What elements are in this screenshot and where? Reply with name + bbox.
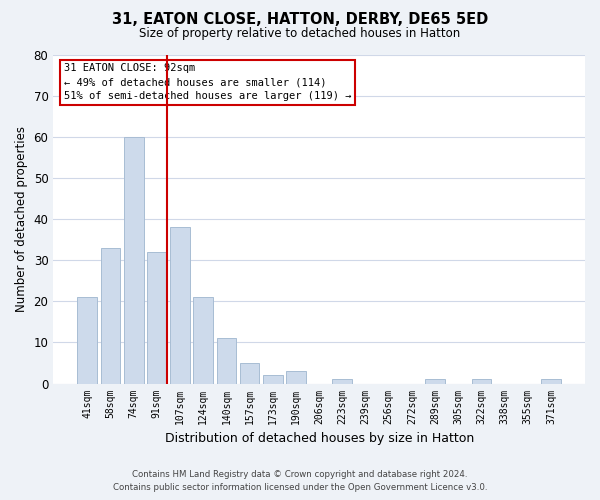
Bar <box>425 380 445 384</box>
Text: 31, EATON CLOSE, HATTON, DERBY, DE65 5ED: 31, EATON CLOSE, HATTON, DERBY, DE65 5ED <box>112 12 488 28</box>
Bar <box>124 137 143 384</box>
Bar <box>240 363 259 384</box>
Text: Size of property relative to detached houses in Hatton: Size of property relative to detached ho… <box>139 28 461 40</box>
Text: 31 EATON CLOSE: 92sqm
← 49% of detached houses are smaller (114)
51% of semi-det: 31 EATON CLOSE: 92sqm ← 49% of detached … <box>64 63 352 101</box>
Bar <box>263 376 283 384</box>
Bar <box>170 228 190 384</box>
Bar <box>77 298 97 384</box>
X-axis label: Distribution of detached houses by size in Hatton: Distribution of detached houses by size … <box>164 432 474 445</box>
Bar <box>217 338 236 384</box>
Y-axis label: Number of detached properties: Number of detached properties <box>15 126 28 312</box>
Bar <box>286 371 306 384</box>
Text: Contains HM Land Registry data © Crown copyright and database right 2024.
Contai: Contains HM Land Registry data © Crown c… <box>113 470 487 492</box>
Bar <box>541 380 561 384</box>
Bar <box>332 380 352 384</box>
Bar <box>147 252 167 384</box>
Bar <box>193 298 213 384</box>
Bar <box>101 248 121 384</box>
Bar <box>472 380 491 384</box>
